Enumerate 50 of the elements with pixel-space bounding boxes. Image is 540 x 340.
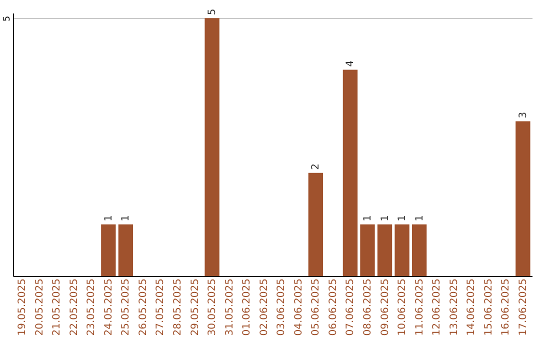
data-label: 1 [414, 215, 426, 222]
bar [377, 224, 392, 276]
x-tick-label: 27.05.2025 [155, 278, 166, 336]
bar [394, 224, 410, 276]
x-tick-label: 05.06.2025 [310, 278, 322, 336]
x-tick-label: 14.06.2025 [466, 278, 478, 336]
x-tick-label: 13.06.2025 [448, 278, 460, 336]
bar [308, 172, 324, 276]
x-tick-label: 17.06.2025 [518, 278, 529, 336]
bar [118, 224, 134, 276]
x-tick-label: 03.06.2025 [276, 278, 288, 336]
x-tick-label: 06.06.2025 [328, 278, 339, 336]
data-label: 2 [310, 163, 322, 170]
data-label: 1 [103, 215, 114, 222]
bar [360, 224, 375, 276]
data-label: 1 [362, 215, 374, 222]
x-tick-label: 04.06.2025 [293, 278, 304, 336]
x-tick-label: 21.05.2025 [52, 278, 63, 336]
x-tick-label: 15.06.2025 [483, 278, 494, 336]
x-tick-label: 26.05.2025 [138, 278, 149, 336]
x-tick-label: 24.05.2025 [103, 278, 114, 336]
bar [516, 121, 530, 276]
x-tick-label: 08.06.2025 [362, 278, 374, 336]
x-tick-label: 19.05.2025 [17, 278, 28, 336]
x-tick-label: 12.06.2025 [432, 278, 443, 336]
x-tick-label: 20.05.2025 [34, 278, 46, 336]
bar [412, 224, 427, 276]
x-tick-label: 10.06.2025 [397, 278, 408, 336]
x-tick-label: 09.06.2025 [380, 278, 391, 336]
x-tick-label: 28.05.2025 [172, 278, 184, 336]
x-tick-label: 31.05.2025 [224, 278, 236, 336]
data-label: 1 [380, 215, 391, 222]
data-label: 5 [207, 8, 218, 16]
x-tick-label: 30.05.2025 [207, 278, 218, 336]
bar [342, 70, 358, 276]
x-tick-label: 02.06.2025 [258, 278, 270, 336]
data-label: 1 [120, 215, 132, 222]
x-tick-label: 01.06.2025 [242, 278, 253, 336]
x-tick-label: 29.05.2025 [190, 278, 201, 336]
bar [101, 224, 116, 276]
x-tick-label: 23.05.2025 [86, 278, 98, 336]
x-tick-label: 11.06.2025 [414, 278, 426, 336]
data-label: 4 [345, 60, 356, 67]
x-tick-label: 16.06.2025 [500, 278, 512, 336]
x-tick-label: 25.05.2025 [120, 278, 132, 336]
x-tick-label: 22.05.2025 [68, 278, 80, 336]
bar [204, 18, 220, 276]
x-tick-label: 07.06.2025 [345, 278, 356, 336]
data-label: 3 [518, 112, 529, 118]
data-label: 1 [397, 215, 408, 222]
